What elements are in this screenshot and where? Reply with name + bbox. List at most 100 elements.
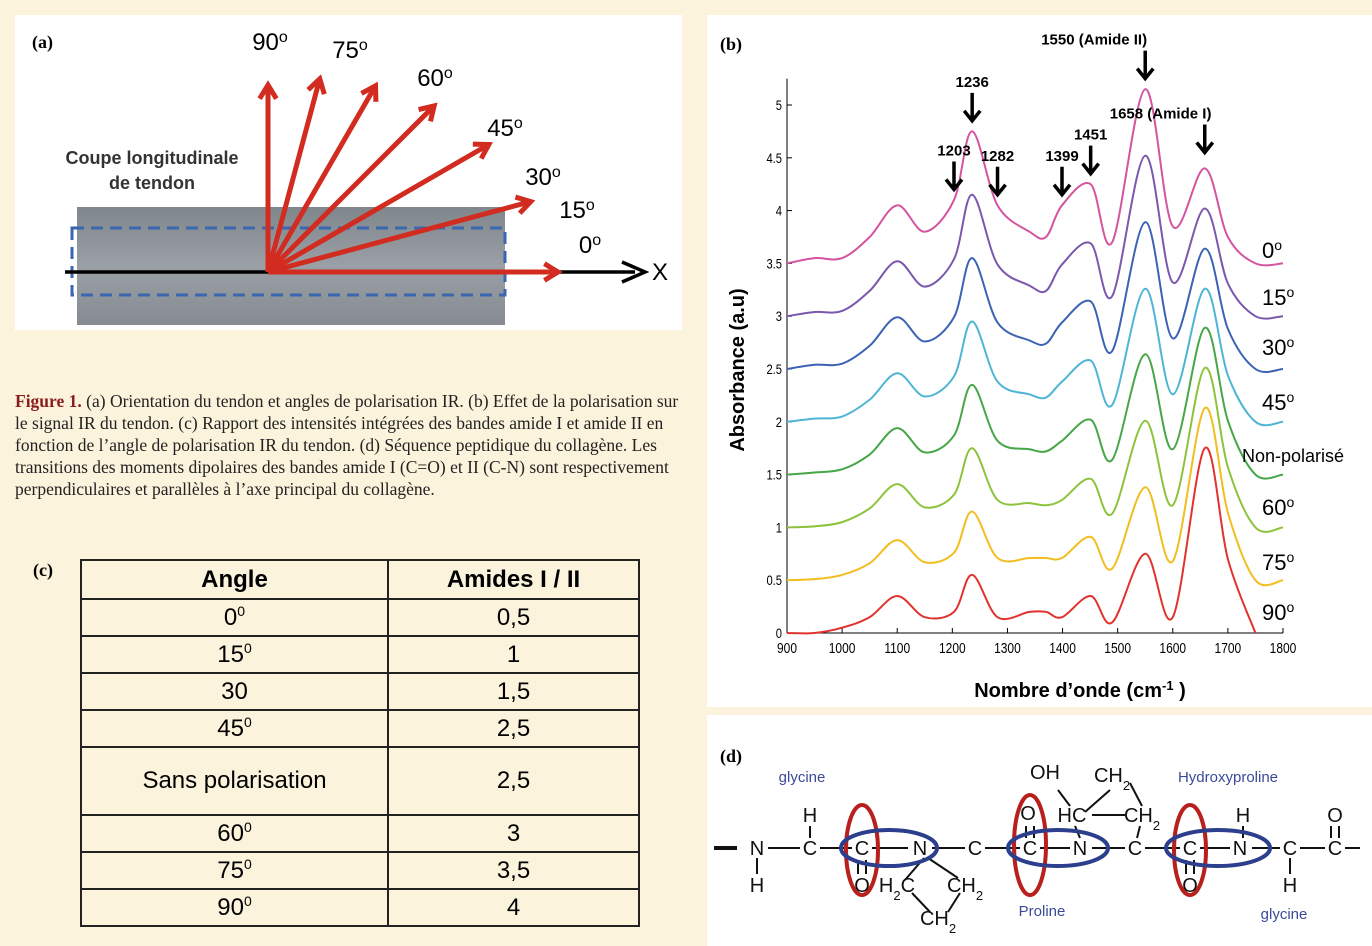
angle-label: 60o — [417, 65, 453, 93]
atom: O — [1182, 875, 1198, 897]
table-row: 150 1 — [80, 635, 640, 674]
legend-label-sup: o — [1274, 237, 1282, 253]
atom: C — [803, 838, 817, 860]
atom: CH2 — [1094, 765, 1130, 793]
atom-text: H — [803, 805, 817, 827]
table-row: Sans polarisation 2,5 — [80, 746, 640, 816]
angle-label: 0o — [579, 232, 601, 260]
atom-sub: 2 — [949, 921, 956, 936]
peak-arrow — [988, 166, 1007, 198]
angle-label-sup: o — [279, 29, 288, 46]
y-axis-label: Absorbance (a.u) — [727, 288, 749, 451]
atom: O — [854, 875, 870, 897]
atom: C — [1023, 838, 1037, 860]
y-tick-label: 4.5 — [766, 151, 782, 166]
atom: CH2 — [1124, 805, 1160, 833]
residue-name: Proline — [1019, 903, 1066, 920]
atom-text: N — [1073, 838, 1087, 860]
angle-cell: 750 — [80, 851, 389, 890]
angle-label-sup: o — [514, 115, 523, 132]
panel-b-bg — [707, 15, 1372, 707]
atom: O — [1327, 805, 1343, 827]
angle-text: 75 — [217, 857, 244, 884]
atom: CH2 — [920, 908, 956, 936]
atom-text: C — [968, 838, 982, 860]
peak-arrow — [1081, 145, 1101, 177]
legend-label: 75o — [1262, 549, 1294, 575]
angle-sup: 0 — [243, 640, 252, 656]
peak-label: 1203 — [937, 142, 970, 159]
angle-cell: 900 — [80, 888, 389, 927]
legend-label-main: 15 — [1262, 285, 1286, 310]
x-axis-label-end: ) — [1174, 680, 1186, 702]
table-header: Angle — [80, 559, 389, 600]
panel-label: (d) — [720, 746, 742, 767]
angle-text: 15 — [217, 641, 244, 668]
angle-text: 0 — [223, 604, 238, 631]
dashed-box — [70, 226, 507, 297]
legend-label-sup: o — [1286, 549, 1294, 565]
arrowhead — [472, 141, 493, 160]
caption-label: Figure 1. — [15, 391, 82, 411]
caption: Figure 1. (a) Orientation du tendon et a… — [15, 390, 683, 500]
angle-text: 90 — [217, 894, 244, 921]
peak-label: 1236 — [955, 74, 988, 91]
legend-label-sup: o — [1286, 284, 1294, 300]
peak-label: 1658 (Amide I) — [1110, 106, 1212, 123]
angle-label-main: 75 — [332, 37, 359, 64]
table-row: 450 2,5 — [80, 709, 640, 748]
peak-arrow — [944, 161, 964, 193]
x-axis-label-sup: -1 — [1162, 678, 1174, 693]
angle-label-main: 45 — [487, 115, 514, 142]
y-tick-label: 4 — [776, 203, 782, 218]
x-tick-label: 1500 — [1104, 640, 1131, 657]
table-row: 900 4 — [80, 888, 640, 927]
atom-text: C — [1328, 838, 1342, 860]
angle-text: 45 — [217, 715, 244, 742]
x-tick-label: 1100 — [884, 640, 910, 657]
ratio-cell: 2,5 — [387, 746, 640, 816]
legend-label-main: 0 — [1262, 238, 1274, 263]
angle-sup: 0 — [243, 714, 252, 730]
bond-ellipses — [839, 793, 1272, 897]
peak-arrow — [1052, 166, 1072, 198]
atom: H — [750, 875, 764, 897]
x-arrowhead — [621, 260, 650, 284]
angle-cell: 600 — [80, 814, 389, 853]
angle-cell: Sans polarisation — [80, 746, 389, 816]
atom: HC — [1058, 805, 1087, 827]
legend-label-sup: o — [1286, 494, 1294, 510]
spectrum-line — [786, 406, 1284, 587]
spectrum-line — [786, 88, 1284, 267]
x-tick-label: 1200 — [939, 640, 966, 657]
angle-sup: 0 — [243, 893, 252, 909]
x-tick-label: 1300 — [994, 640, 1021, 657]
spectrum-line — [786, 287, 1284, 427]
y-tick-label: 0.5 — [766, 573, 782, 588]
angle-label-main: 30 — [525, 164, 552, 191]
ratio-cell: 4 — [387, 888, 640, 927]
caption-text: (a) Orientation du tendon et angles de p… — [15, 391, 679, 499]
angle-label-main: 0 — [579, 232, 592, 259]
atom-tail: C — [901, 875, 915, 897]
atom-text: H — [1236, 805, 1250, 827]
atom-sub: 2 — [1123, 778, 1130, 793]
angle-arrow — [265, 84, 378, 274]
angle-arrow — [265, 78, 323, 273]
atom-text: N — [913, 838, 927, 860]
panel-label: (b) — [720, 34, 742, 55]
x-tick-label: 1400 — [1049, 640, 1076, 657]
arrowhead — [360, 81, 379, 102]
atom: H — [1236, 805, 1250, 827]
atom-text: H — [879, 875, 893, 897]
ratio-cell: 1 — [387, 635, 640, 674]
spectrum-line — [786, 366, 1284, 533]
angle-text: Sans polarisation — [142, 767, 327, 794]
atom-text: CH — [920, 908, 949, 930]
angle-cell: 150 — [80, 635, 389, 674]
atom: H2C — [879, 875, 915, 903]
peak-arrow — [1135, 50, 1155, 82]
angle-sup: 0 — [243, 819, 252, 835]
